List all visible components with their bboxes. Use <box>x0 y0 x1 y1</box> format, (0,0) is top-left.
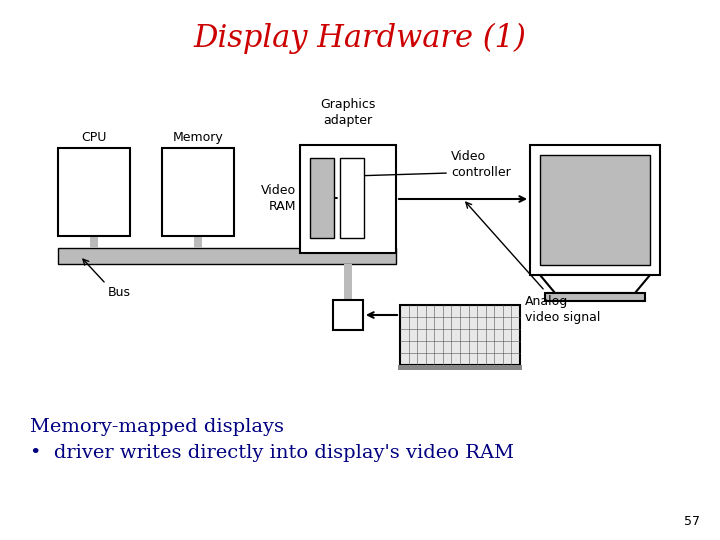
Text: Display Hardware (1): Display Hardware (1) <box>194 22 526 53</box>
Bar <box>400 305 520 365</box>
Bar <box>344 248 352 253</box>
Bar <box>530 145 660 275</box>
Bar <box>90 236 98 248</box>
Bar <box>310 158 334 238</box>
Text: Video
RAM: Video RAM <box>261 184 296 213</box>
Bar <box>398 365 522 370</box>
Polygon shape <box>540 275 650 293</box>
Bar <box>545 293 645 301</box>
Bar <box>58 248 396 264</box>
Bar <box>194 236 202 248</box>
Text: Memory: Memory <box>173 131 223 144</box>
Bar <box>300 145 396 253</box>
Text: •  driver writes directly into display's video RAM: • driver writes directly into display's … <box>30 444 514 462</box>
Text: CPU: CPU <box>81 131 107 144</box>
Bar <box>540 155 650 265</box>
Text: Memory-mapped displays: Memory-mapped displays <box>30 418 284 436</box>
Bar <box>340 158 364 238</box>
Text: Analog
video signal: Analog video signal <box>525 295 600 324</box>
Bar <box>344 264 352 300</box>
Bar <box>333 300 363 330</box>
Text: Graphics
adapter: Graphics adapter <box>320 98 376 127</box>
Text: 57: 57 <box>684 515 700 528</box>
Text: Bus: Bus <box>108 286 131 299</box>
Bar <box>162 148 234 236</box>
Text: Video
controller: Video controller <box>451 151 510 179</box>
Bar <box>58 148 130 236</box>
